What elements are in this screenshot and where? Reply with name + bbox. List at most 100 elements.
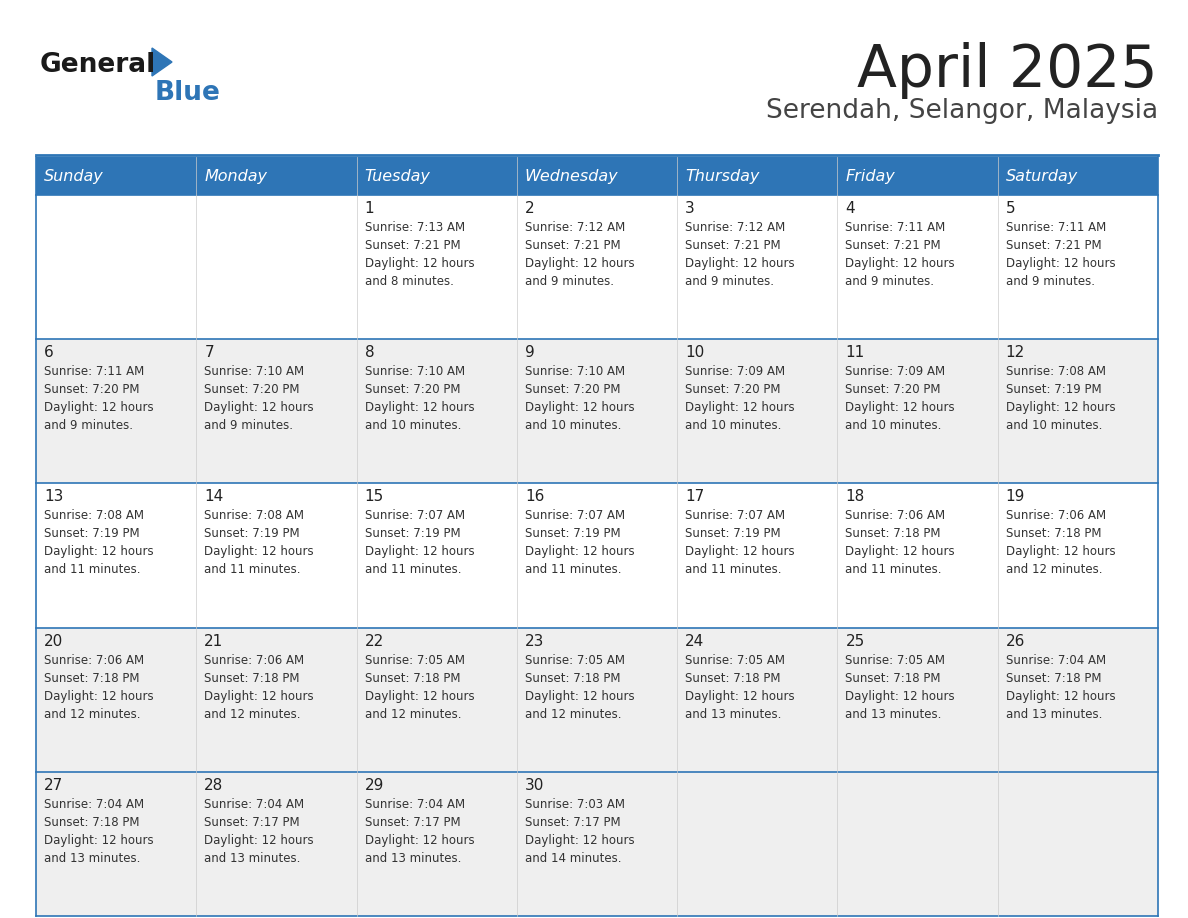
Text: 16: 16 [525, 489, 544, 504]
Bar [36, 195, 196, 339]
Text: Sunset: 7:20 PM: Sunset: 7:20 PM [44, 383, 139, 397]
Bar [36, 157, 196, 195]
Text: Daylight: 12 hours: Daylight: 12 hours [204, 689, 314, 702]
Bar [36, 772, 196, 916]
Text: and 12 minutes.: and 12 minutes. [525, 708, 621, 721]
Text: Sunset: 7:18 PM: Sunset: 7:18 PM [525, 672, 620, 685]
Text: Sunrise: 7:03 AM: Sunrise: 7:03 AM [525, 798, 625, 811]
Text: and 13 minutes.: and 13 minutes. [204, 852, 301, 865]
Bar [517, 484, 677, 628]
Text: Sunrise: 7:09 AM: Sunrise: 7:09 AM [685, 365, 785, 378]
Text: Sunset: 7:17 PM: Sunset: 7:17 PM [204, 816, 299, 829]
Bar [998, 628, 1158, 772]
Text: Daylight: 12 hours: Daylight: 12 hours [1006, 545, 1116, 558]
Bar [838, 772, 998, 916]
Text: Sunset: 7:19 PM: Sunset: 7:19 PM [44, 528, 140, 541]
Text: Daylight: 12 hours: Daylight: 12 hours [525, 401, 634, 414]
Text: 18: 18 [846, 489, 865, 504]
Text: Sunset: 7:21 PM: Sunset: 7:21 PM [365, 239, 460, 252]
Text: Sunrise: 7:12 AM: Sunrise: 7:12 AM [685, 221, 785, 234]
Text: 12: 12 [1006, 345, 1025, 360]
Text: Sunrise: 7:11 AM: Sunrise: 7:11 AM [1006, 221, 1106, 234]
Text: 30: 30 [525, 778, 544, 793]
Bar [677, 157, 838, 195]
Text: Sunset: 7:18 PM: Sunset: 7:18 PM [44, 672, 139, 685]
Text: Sunset: 7:18 PM: Sunset: 7:18 PM [204, 672, 299, 685]
Bar [36, 628, 196, 772]
Text: 10: 10 [685, 345, 704, 360]
Text: Sunset: 7:17 PM: Sunset: 7:17 PM [525, 816, 620, 829]
Text: and 13 minutes.: and 13 minutes. [846, 708, 942, 721]
Text: Sunset: 7:19 PM: Sunset: 7:19 PM [1006, 383, 1101, 397]
Text: 4: 4 [846, 201, 855, 216]
Text: and 14 minutes.: and 14 minutes. [525, 852, 621, 865]
Text: Sunrise: 7:13 AM: Sunrise: 7:13 AM [365, 221, 465, 234]
Text: Sunrise: 7:04 AM: Sunrise: 7:04 AM [1006, 654, 1106, 666]
Text: Sunrise: 7:11 AM: Sunrise: 7:11 AM [44, 365, 144, 378]
Text: and 12 minutes.: and 12 minutes. [44, 708, 140, 721]
Text: 26: 26 [1006, 633, 1025, 649]
Text: Sunrise: 7:07 AM: Sunrise: 7:07 AM [525, 509, 625, 522]
Text: Sunrise: 7:08 AM: Sunrise: 7:08 AM [44, 509, 144, 522]
Text: Daylight: 12 hours: Daylight: 12 hours [44, 689, 153, 702]
Text: Sunset: 7:20 PM: Sunset: 7:20 PM [846, 383, 941, 397]
Text: 27: 27 [44, 778, 63, 793]
Text: Sunset: 7:20 PM: Sunset: 7:20 PM [204, 383, 299, 397]
Text: and 10 minutes.: and 10 minutes. [365, 420, 461, 432]
Polygon shape [152, 48, 172, 76]
Text: Daylight: 12 hours: Daylight: 12 hours [525, 257, 634, 270]
Bar [838, 628, 998, 772]
Text: Daylight: 12 hours: Daylight: 12 hours [204, 545, 314, 558]
Text: 23: 23 [525, 633, 544, 649]
Bar [677, 195, 838, 339]
Text: and 11 minutes.: and 11 minutes. [525, 564, 621, 577]
Bar [677, 339, 838, 484]
Text: Sunset: 7:19 PM: Sunset: 7:19 PM [685, 528, 781, 541]
Text: 20: 20 [44, 633, 63, 649]
Text: Wednesday: Wednesday [525, 169, 619, 184]
Text: Sunset: 7:19 PM: Sunset: 7:19 PM [365, 528, 460, 541]
Text: 17: 17 [685, 489, 704, 504]
Bar [838, 484, 998, 628]
Bar [517, 157, 677, 195]
Text: 21: 21 [204, 633, 223, 649]
Text: and 9 minutes.: and 9 minutes. [44, 420, 133, 432]
Text: Sunrise: 7:04 AM: Sunrise: 7:04 AM [44, 798, 144, 811]
Text: Sunrise: 7:11 AM: Sunrise: 7:11 AM [846, 221, 946, 234]
Bar [998, 772, 1158, 916]
Bar [838, 157, 998, 195]
Text: Sunrise: 7:06 AM: Sunrise: 7:06 AM [846, 509, 946, 522]
Bar [517, 628, 677, 772]
Text: April 2025: April 2025 [858, 42, 1158, 99]
Bar [998, 339, 1158, 484]
Text: and 11 minutes.: and 11 minutes. [44, 564, 140, 577]
Bar [196, 157, 356, 195]
Bar [677, 628, 838, 772]
Text: Tuesday: Tuesday [365, 169, 430, 184]
Text: and 11 minutes.: and 11 minutes. [846, 564, 942, 577]
Bar [196, 772, 356, 916]
Text: Sunrise: 7:05 AM: Sunrise: 7:05 AM [525, 654, 625, 666]
Text: 5: 5 [1006, 201, 1016, 216]
Bar [356, 157, 517, 195]
Text: Sunset: 7:17 PM: Sunset: 7:17 PM [365, 816, 460, 829]
Text: Sunrise: 7:08 AM: Sunrise: 7:08 AM [1006, 365, 1106, 378]
Bar [838, 195, 998, 339]
Text: Sunset: 7:20 PM: Sunset: 7:20 PM [525, 383, 620, 397]
Text: Sunset: 7:21 PM: Sunset: 7:21 PM [846, 239, 941, 252]
Text: Sunset: 7:19 PM: Sunset: 7:19 PM [204, 528, 299, 541]
Text: and 13 minutes.: and 13 minutes. [365, 852, 461, 865]
Text: Daylight: 12 hours: Daylight: 12 hours [1006, 401, 1116, 414]
Text: Daylight: 12 hours: Daylight: 12 hours [44, 545, 153, 558]
Text: Daylight: 12 hours: Daylight: 12 hours [1006, 689, 1116, 702]
Text: Sunrise: 7:06 AM: Sunrise: 7:06 AM [44, 654, 144, 666]
Text: Sunset: 7:18 PM: Sunset: 7:18 PM [44, 816, 139, 829]
Text: Daylight: 12 hours: Daylight: 12 hours [204, 401, 314, 414]
Bar [838, 339, 998, 484]
Text: Sunset: 7:20 PM: Sunset: 7:20 PM [685, 383, 781, 397]
Text: Daylight: 12 hours: Daylight: 12 hours [365, 834, 474, 846]
Text: 6: 6 [44, 345, 53, 360]
Text: and 10 minutes.: and 10 minutes. [846, 420, 942, 432]
Bar [196, 628, 356, 772]
Text: and 13 minutes.: and 13 minutes. [44, 852, 140, 865]
